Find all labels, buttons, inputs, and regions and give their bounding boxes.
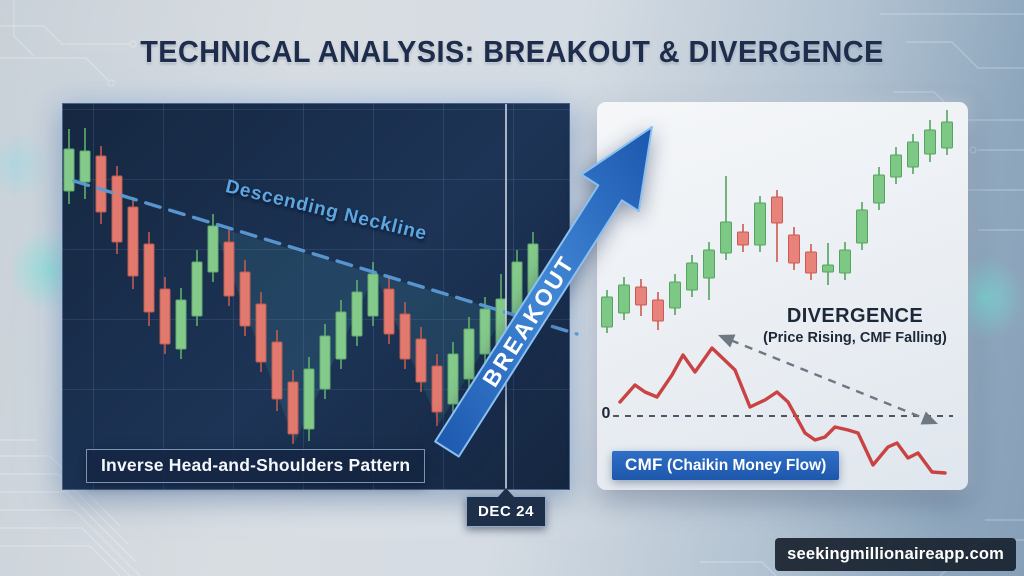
candle-body [351,291,363,337]
candle-body [527,243,539,300]
candle-body [415,338,427,383]
candle-body [63,148,75,192]
candle-body [111,175,123,243]
candle-body [239,271,251,327]
candle-body [175,299,187,350]
right-chart-canvas [601,110,953,475]
page-title: TECHNICAL ANALYSIS: BREAKOUT & DIVERGENC… [140,34,884,69]
left-price-chart: Descending Neckline Inverse Head-and-Sho… [62,103,579,491]
candle-body [941,121,953,149]
candle-body [159,288,171,345]
candle-body [856,209,868,244]
candle-body [924,129,936,155]
candle-body [255,303,267,363]
candle-body [495,298,507,349]
candle-body [447,353,459,405]
candle-body [431,365,443,413]
cmf-label-full: (Chaikin Money Flow) [662,457,827,474]
divergence-title: DIVERGENCE [786,305,924,327]
candle-body [271,341,283,400]
arrowhead-icon [718,334,736,348]
candle-body [618,284,630,314]
candle-body [601,296,613,328]
candle-body [873,174,885,204]
candle-body [907,141,919,168]
candle-body [652,299,664,322]
zero-axis-label: 0 [601,405,611,422]
candle-body [511,261,523,317]
candle-body [127,206,139,277]
candle-body [223,241,235,297]
arrowhead-icon [920,411,938,425]
candle-body [771,196,783,224]
candle-body [207,225,219,273]
divergence-dashed-line [730,339,926,420]
candle-body [303,368,315,430]
divergence-annotation: DIVERGENCE (Price Rising, CMF Falling) [747,305,963,346]
watermark: seekingmillionaireapp.com [775,538,1016,571]
candle-body [479,308,491,355]
right-price-chart: DIVERGENCE (Price Rising, CMF Falling) 0… [597,102,968,490]
teal-glow-dot [0,130,52,200]
candle-body [822,264,834,273]
cmf-line [618,346,947,475]
cmf-label: CMF (Chaikin Money Flow) [612,451,840,480]
date-marker-label: DEC 24 [466,488,546,527]
candle-body [890,154,902,178]
candle-body [788,234,800,264]
candle-body [383,288,395,335]
pattern-label: Inverse Head-and-Shoulders Pattern [86,449,426,483]
marker-notch-icon [498,488,514,497]
divergence-subtitle: (Price Rising, CMF Falling) [763,330,947,346]
pattern-shading [213,226,375,442]
candle-body [399,313,411,360]
candle-body [287,381,299,435]
candle-body [754,202,766,246]
candle-body [839,249,851,274]
cmf-label-acronym: CMF [625,455,663,474]
candle-body [95,155,107,213]
candle-body [686,262,698,291]
candle-body [335,311,347,360]
candle-body [319,335,331,390]
candle-body [720,221,732,254]
candle-body [669,281,681,309]
candle-body [79,150,91,183]
candle-body [191,261,203,317]
left-chart-canvas [63,104,579,491]
candle-body [143,243,155,313]
candle-body [367,273,379,317]
candle-body [463,328,475,380]
candle-body [703,249,715,279]
candle-body [737,231,749,246]
candle-body [635,286,647,306]
date-marker-text: DEC 24 [477,503,535,520]
candle-body [805,251,817,274]
